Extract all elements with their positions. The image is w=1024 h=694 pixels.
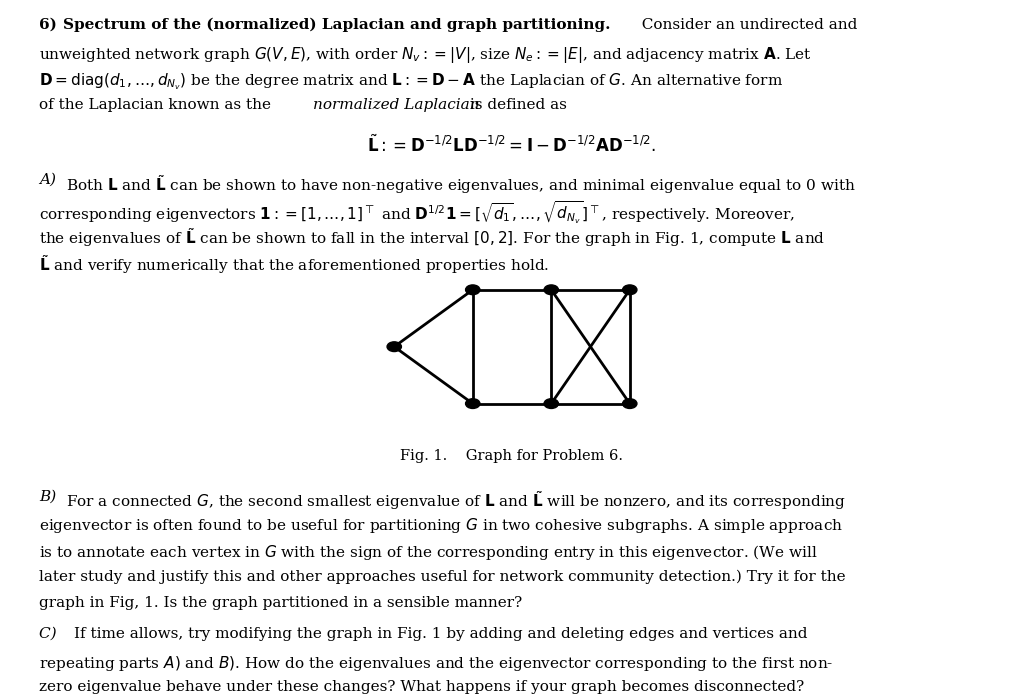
Text: A): A) [39, 173, 56, 187]
Circle shape [466, 285, 480, 295]
Circle shape [387, 342, 401, 352]
Text: unweighted network graph $G(V, E)$, with order $N_v := |V|$, size $N_e := |E|$, : unweighted network graph $G(V, E)$, with… [39, 45, 812, 65]
Text: If time allows, try modifying the graph in Fig. 1 by adding and deleting edges a: If time allows, try modifying the graph … [74, 627, 807, 641]
Text: is defined as: is defined as [465, 99, 566, 112]
Text: of the Laplacian known as the: of the Laplacian known as the [39, 99, 275, 112]
Text: 6): 6) [39, 18, 56, 32]
Text: Both $\mathbf{L}$ and $\tilde{\mathbf{L}}$ can be shown to have non-negative eig: Both $\mathbf{L}$ and $\tilde{\mathbf{L}… [66, 173, 855, 196]
Circle shape [544, 285, 558, 295]
Text: repeating parts $A)$ and $B)$. How do the eigenvalues and the eigenvector corres: repeating parts $A)$ and $B)$. How do th… [39, 654, 834, 672]
Circle shape [544, 399, 558, 409]
Text: Fig. 1.    Graph for Problem 6.: Fig. 1. Graph for Problem 6. [400, 449, 624, 463]
Text: Consider an undirected and: Consider an undirected and [632, 18, 857, 32]
Text: $\tilde{\mathbf{L}} := \mathbf{D}^{-1/2}\mathbf{L}\mathbf{D}^{-1/2} = \mathbf{I}: $\tilde{\mathbf{L}} := \mathbf{D}^{-1/2}… [368, 134, 656, 155]
Text: the eigenvalues of $\tilde{\mathbf{L}}$ can be shown to fall in the interval $[0: the eigenvalues of $\tilde{\mathbf{L}}$ … [39, 226, 825, 249]
Text: $\tilde{\mathbf{L}}$ and verify numerically that the aforementioned properties h: $\tilde{\mathbf{L}}$ and verify numerica… [39, 253, 549, 276]
Circle shape [623, 285, 637, 295]
Text: Spectrum of the (normalized) Laplacian and graph partitioning.: Spectrum of the (normalized) Laplacian a… [63, 18, 611, 33]
Text: C): C) [39, 627, 61, 641]
Text: later study and justify this and other approaches useful for network community d: later study and justify this and other a… [39, 569, 846, 584]
Text: normalized Laplacian: normalized Laplacian [313, 99, 480, 112]
Text: is to annotate each vertex in $G$ with the sign of the corresponding entry in th: is to annotate each vertex in $G$ with t… [39, 543, 817, 561]
Circle shape [623, 399, 637, 409]
Text: For a connected $G$, the second smallest eigenvalue of $\mathbf{L}$ and $\tilde{: For a connected $G$, the second smallest… [66, 489, 846, 512]
Text: B): B) [39, 489, 56, 503]
Text: zero eigenvalue behave under these changes? What happens if your graph becomes d: zero eigenvalue behave under these chang… [39, 680, 804, 694]
Text: graph in Fig, 1. Is the graph partitioned in a sensible manner?: graph in Fig, 1. Is the graph partitione… [39, 596, 522, 610]
Text: eigenvector is often found to be useful for partitioning $G$ in two cohesive sub: eigenvector is often found to be useful … [39, 516, 843, 535]
Circle shape [466, 399, 480, 409]
Text: corresponding eigenvectors $\mathbf{1} := [1, \ldots, 1]^\top$ and $\mathbf{D}^{: corresponding eigenvectors $\mathbf{1} :… [39, 200, 795, 226]
Text: $\mathbf{D} = \mathrm{diag}(d_1, \ldots, d_{N_v})$ be the degree matrix and $\ma: $\mathbf{D} = \mathrm{diag}(d_1, \ldots,… [39, 71, 783, 92]
